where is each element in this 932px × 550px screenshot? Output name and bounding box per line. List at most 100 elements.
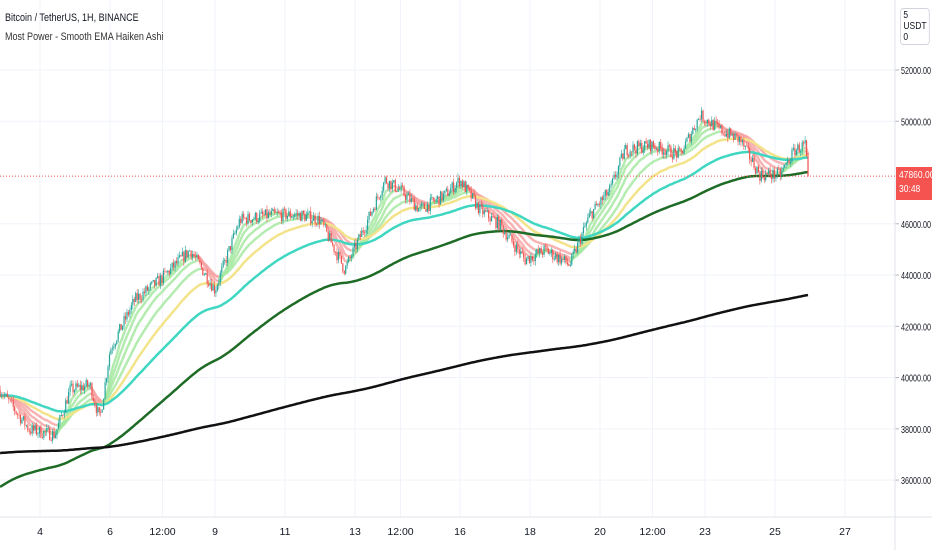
ema-ribbon-segment [536,240,539,244]
ema-ribbon-segment [181,268,185,272]
ema-ribbon-segment [584,245,588,249]
candle [649,138,652,155]
candle-body [756,166,758,174]
ema-ribbon-segment [344,238,349,242]
candle-body [130,304,132,310]
ema-ribbon-segment [78,393,81,397]
candle [590,207,592,217]
ema-ribbon-segment [522,249,527,254]
ema-ribbon-segment [381,212,385,217]
ema-ribbon-segment [480,195,484,199]
candle-body [578,238,580,243]
candle [585,220,587,231]
candle-body [450,188,452,194]
candle-body [585,222,587,227]
candle [450,184,452,194]
candle-body [426,204,428,212]
candle-body [600,197,602,205]
currency-unit-button[interactable]: 5 USDT 0 [900,8,930,45]
ema-ribbon-segment [597,223,601,227]
candle-body [447,188,449,196]
candle [193,251,195,258]
candle-body [62,415,64,416]
candle [321,219,323,222]
ema-ribbon-segment [601,224,605,229]
ema-ribbon-segment [229,266,233,271]
ema-ribbon-segment [586,226,591,232]
ema-ribbon-segment [26,411,31,415]
ema-ribbon-segment [108,392,113,397]
candle [369,208,372,217]
candle-body [595,203,598,206]
candle [146,284,148,292]
ema-ribbon-segment [208,270,211,274]
candle-body [625,145,627,150]
ema-ribbon-segment [238,247,242,251]
ema-ribbon-segment [378,203,382,208]
candle-body [14,406,16,412]
candle-body [636,141,638,154]
candle-body [228,246,230,251]
candle-body [372,208,375,212]
candle-body [291,217,293,219]
ema-line-200 [0,170,808,488]
candle-body [728,128,730,139]
candle [409,189,411,205]
candle [795,148,797,156]
ema-ribbon-segment [498,210,501,214]
candle [595,200,598,206]
ema-ribbon-segment [512,232,516,237]
ema-ribbon-segment [191,270,195,274]
ema-ribbon-segment [518,233,522,237]
candle-body [632,144,634,153]
ema-ribbon-segment [771,157,774,161]
candle [234,230,236,236]
ema-ribbon-segment [334,235,339,241]
candle [330,230,332,243]
candle [480,200,482,210]
candle [206,269,208,288]
ema-ribbon-segment [155,309,159,314]
ema-ribbon-segment [70,403,75,407]
ema-ribbon-segment [690,143,694,147]
candle-body [575,248,577,253]
ema-ribbon-segment [67,416,72,420]
candle-body [352,247,354,257]
candle [731,131,733,137]
candle-body [399,188,401,190]
candle-body [670,146,672,157]
candle [91,381,93,401]
candle-body [544,245,547,247]
ema-ribbon-segment [256,235,259,240]
candle [310,206,312,226]
ema-ribbon-segment [68,398,73,404]
candle-body [292,216,294,218]
candle-body [655,149,657,150]
ema-ribbon-segment [37,420,40,423]
candle-body [270,210,272,215]
candle-body [753,157,755,169]
ema-ribbon-segment [500,213,505,217]
ema-ribbon-segment [139,318,143,322]
candle-body [330,233,332,243]
ema-ribbon-segment [589,221,593,225]
candle [581,231,583,246]
ema-ribbon-segment [238,238,242,243]
ema-ribbon-segment [518,244,522,248]
candle-body [52,431,54,441]
candle-body [46,428,48,432]
candle [383,181,385,193]
ema-ribbon-segment [41,423,45,427]
candle-body [307,212,309,215]
ema-ribbon-segment [581,248,585,252]
candle [340,255,342,264]
ema-ribbon-segment [74,396,79,401]
candle [25,424,27,428]
candle [706,119,708,127]
candle-body [695,128,697,130]
y-tick-label: 42000.00 [901,321,931,333]
ema-ribbon-segment [187,262,191,267]
candle-body [85,380,87,387]
ema-ribbon-segment [686,146,690,151]
